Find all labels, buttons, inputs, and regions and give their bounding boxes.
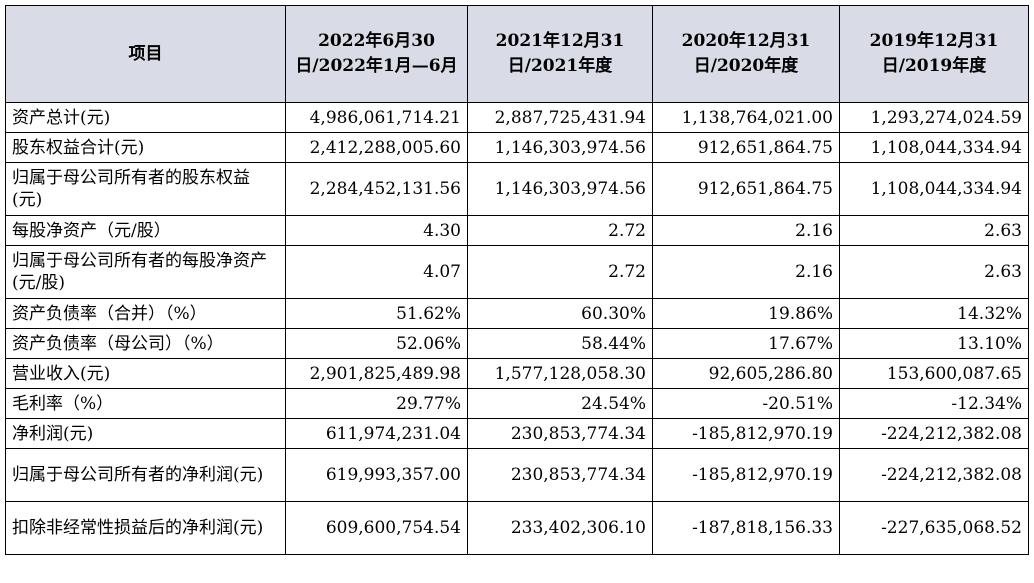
cell-2019: 14.32% <box>839 298 1029 329</box>
cell-2020: -185,812,970.19 <box>652 448 840 502</box>
cell-2020: 912,651,864.75 <box>652 162 840 216</box>
cell-2022-h1: 51.62% <box>285 298 468 329</box>
cell-2021: 2.72 <box>467 245 653 299</box>
cell-2021: 1,577,128,058.30 <box>467 358 653 389</box>
cell-2022-h1: 2,412,288,005.60 <box>285 132 468 163</box>
cell-2021: 60.30% <box>467 298 653 329</box>
cell-2020: -187,818,156.33 <box>652 501 840 555</box>
header-row: 项目 2022年6月30日/2022年1月—6月 2021年12月31日/202… <box>5 5 1029 103</box>
cell-2019: -224,212,382.08 <box>839 418 1029 449</box>
row-label: 毛利率（%） <box>5 388 286 419</box>
cell-2019: 2.63 <box>839 215 1029 246</box>
table-row: 毛利率（%） 29.77% 24.54% -20.51% -12.34% <box>5 388 1029 419</box>
row-label: 扣除非经常性损益后的净利润(元) <box>5 501 286 555</box>
financial-data-table: 项目 2022年6月30日/2022年1月—6月 2021年12月31日/202… <box>5 5 1029 555</box>
cell-2020: 1,138,764,021.00 <box>652 102 840 133</box>
row-label: 股东权益合计(元) <box>5 132 286 163</box>
cell-2021: 2.72 <box>467 215 653 246</box>
table-row: 归属于母公司所有者的股东权益(元) 2,284,452,131.56 1,146… <box>5 162 1029 216</box>
table-header: 项目 2022年6月30日/2022年1月—6月 2021年12月31日/202… <box>5 5 1029 103</box>
table-row: 股东权益合计(元) 2,412,288,005.60 1,146,303,974… <box>5 132 1029 163</box>
cell-2022-h1: 2,901,825,489.98 <box>285 358 468 389</box>
cell-2020: 19.86% <box>652 298 840 329</box>
table-body: 资产总计(元) 4,986,061,714.21 2,887,725,431.9… <box>5 102 1029 555</box>
row-label: 每股净资产（元/股） <box>5 215 286 246</box>
cell-2020: 912,651,864.75 <box>652 132 840 163</box>
cell-2022-h1: 4,986,061,714.21 <box>285 102 468 133</box>
row-label: 归属于母公司所有者的净利润(元) <box>5 448 286 502</box>
row-label: 归属于母公司所有者的股东权益(元) <box>5 162 286 216</box>
cell-2019: -224,212,382.08 <box>839 448 1029 502</box>
table-row: 扣除非经常性损益后的净利润(元) 609,600,754.54 233,402,… <box>5 501 1029 555</box>
cell-2021: 58.44% <box>467 328 653 359</box>
header-2020: 2020年12月31日/2020年度 <box>652 5 840 103</box>
table-row: 资产总计(元) 4,986,061,714.21 2,887,725,431.9… <box>5 102 1029 133</box>
cell-2021: 1,146,303,974.56 <box>467 132 653 163</box>
cell-2021: 2,887,725,431.94 <box>467 102 653 133</box>
cell-2019: 13.10% <box>839 328 1029 359</box>
table-row: 归属于母公司所有者的净利润(元) 619,993,357.00 230,853,… <box>5 448 1029 502</box>
cell-2022-h1: 609,600,754.54 <box>285 501 468 555</box>
cell-2019: 1,108,044,334.94 <box>839 132 1029 163</box>
row-label: 资产负债率（母公司）（%） <box>5 328 286 359</box>
cell-2019: 1,108,044,334.94 <box>839 162 1029 216</box>
cell-2021: 1,146,303,974.56 <box>467 162 653 216</box>
cell-2022-h1: 2,284,452,131.56 <box>285 162 468 216</box>
cell-2022-h1: 52.06% <box>285 328 468 359</box>
cell-2019: -12.34% <box>839 388 1029 419</box>
cell-2022-h1: 619,993,357.00 <box>285 448 468 502</box>
table-row: 归属于母公司所有者的每股净资产(元/股) 4.07 2.72 2.16 2.63 <box>5 245 1029 299</box>
cell-2020: 17.67% <box>652 328 840 359</box>
table-row: 净利润(元) 611,974,231.04 230,853,774.34 -18… <box>5 418 1029 449</box>
row-label: 资产负债率（合并）（%） <box>5 298 286 329</box>
cell-2020: -20.51% <box>652 388 840 419</box>
cell-2019: 1,293,274,024.59 <box>839 102 1029 133</box>
cell-2019: 2.63 <box>839 245 1029 299</box>
header-2019: 2019年12月31日/2019年度 <box>839 5 1029 103</box>
table-row: 每股净资产（元/股） 4.30 2.72 2.16 2.63 <box>5 215 1029 246</box>
cell-2022-h1: 4.07 <box>285 245 468 299</box>
cell-2019: -227,635,068.52 <box>839 501 1029 555</box>
row-label: 资产总计(元) <box>5 102 286 133</box>
cell-2020: 92,605,286.80 <box>652 358 840 389</box>
header-item: 项目 <box>5 5 286 103</box>
cell-2022-h1: 4.30 <box>285 215 468 246</box>
cell-2022-h1: 611,974,231.04 <box>285 418 468 449</box>
cell-2022-h1: 29.77% <box>285 388 468 419</box>
row-label: 营业收入(元) <box>5 358 286 389</box>
table-row: 资产负债率（母公司）（%） 52.06% 58.44% 17.67% 13.10… <box>5 328 1029 359</box>
header-2022-h1: 2022年6月30日/2022年1月—6月 <box>285 5 468 103</box>
table-row: 资产负债率（合并）（%） 51.62% 60.30% 19.86% 14.32% <box>5 298 1029 329</box>
cell-2021: 233,402,306.10 <box>467 501 653 555</box>
cell-2021: 230,853,774.34 <box>467 418 653 449</box>
row-label: 归属于母公司所有者的每股净资产(元/股) <box>5 245 286 299</box>
cell-2021: 24.54% <box>467 388 653 419</box>
cell-2020: 2.16 <box>652 215 840 246</box>
cell-2020: -185,812,970.19 <box>652 418 840 449</box>
cell-2020: 2.16 <box>652 245 840 299</box>
row-label: 净利润(元) <box>5 418 286 449</box>
table-row: 营业收入(元) 2,901,825,489.98 1,577,128,058.3… <box>5 358 1029 389</box>
cell-2021: 230,853,774.34 <box>467 448 653 502</box>
cell-2019: 153,600,087.65 <box>839 358 1029 389</box>
header-2021: 2021年12月31日/2021年度 <box>467 5 653 103</box>
